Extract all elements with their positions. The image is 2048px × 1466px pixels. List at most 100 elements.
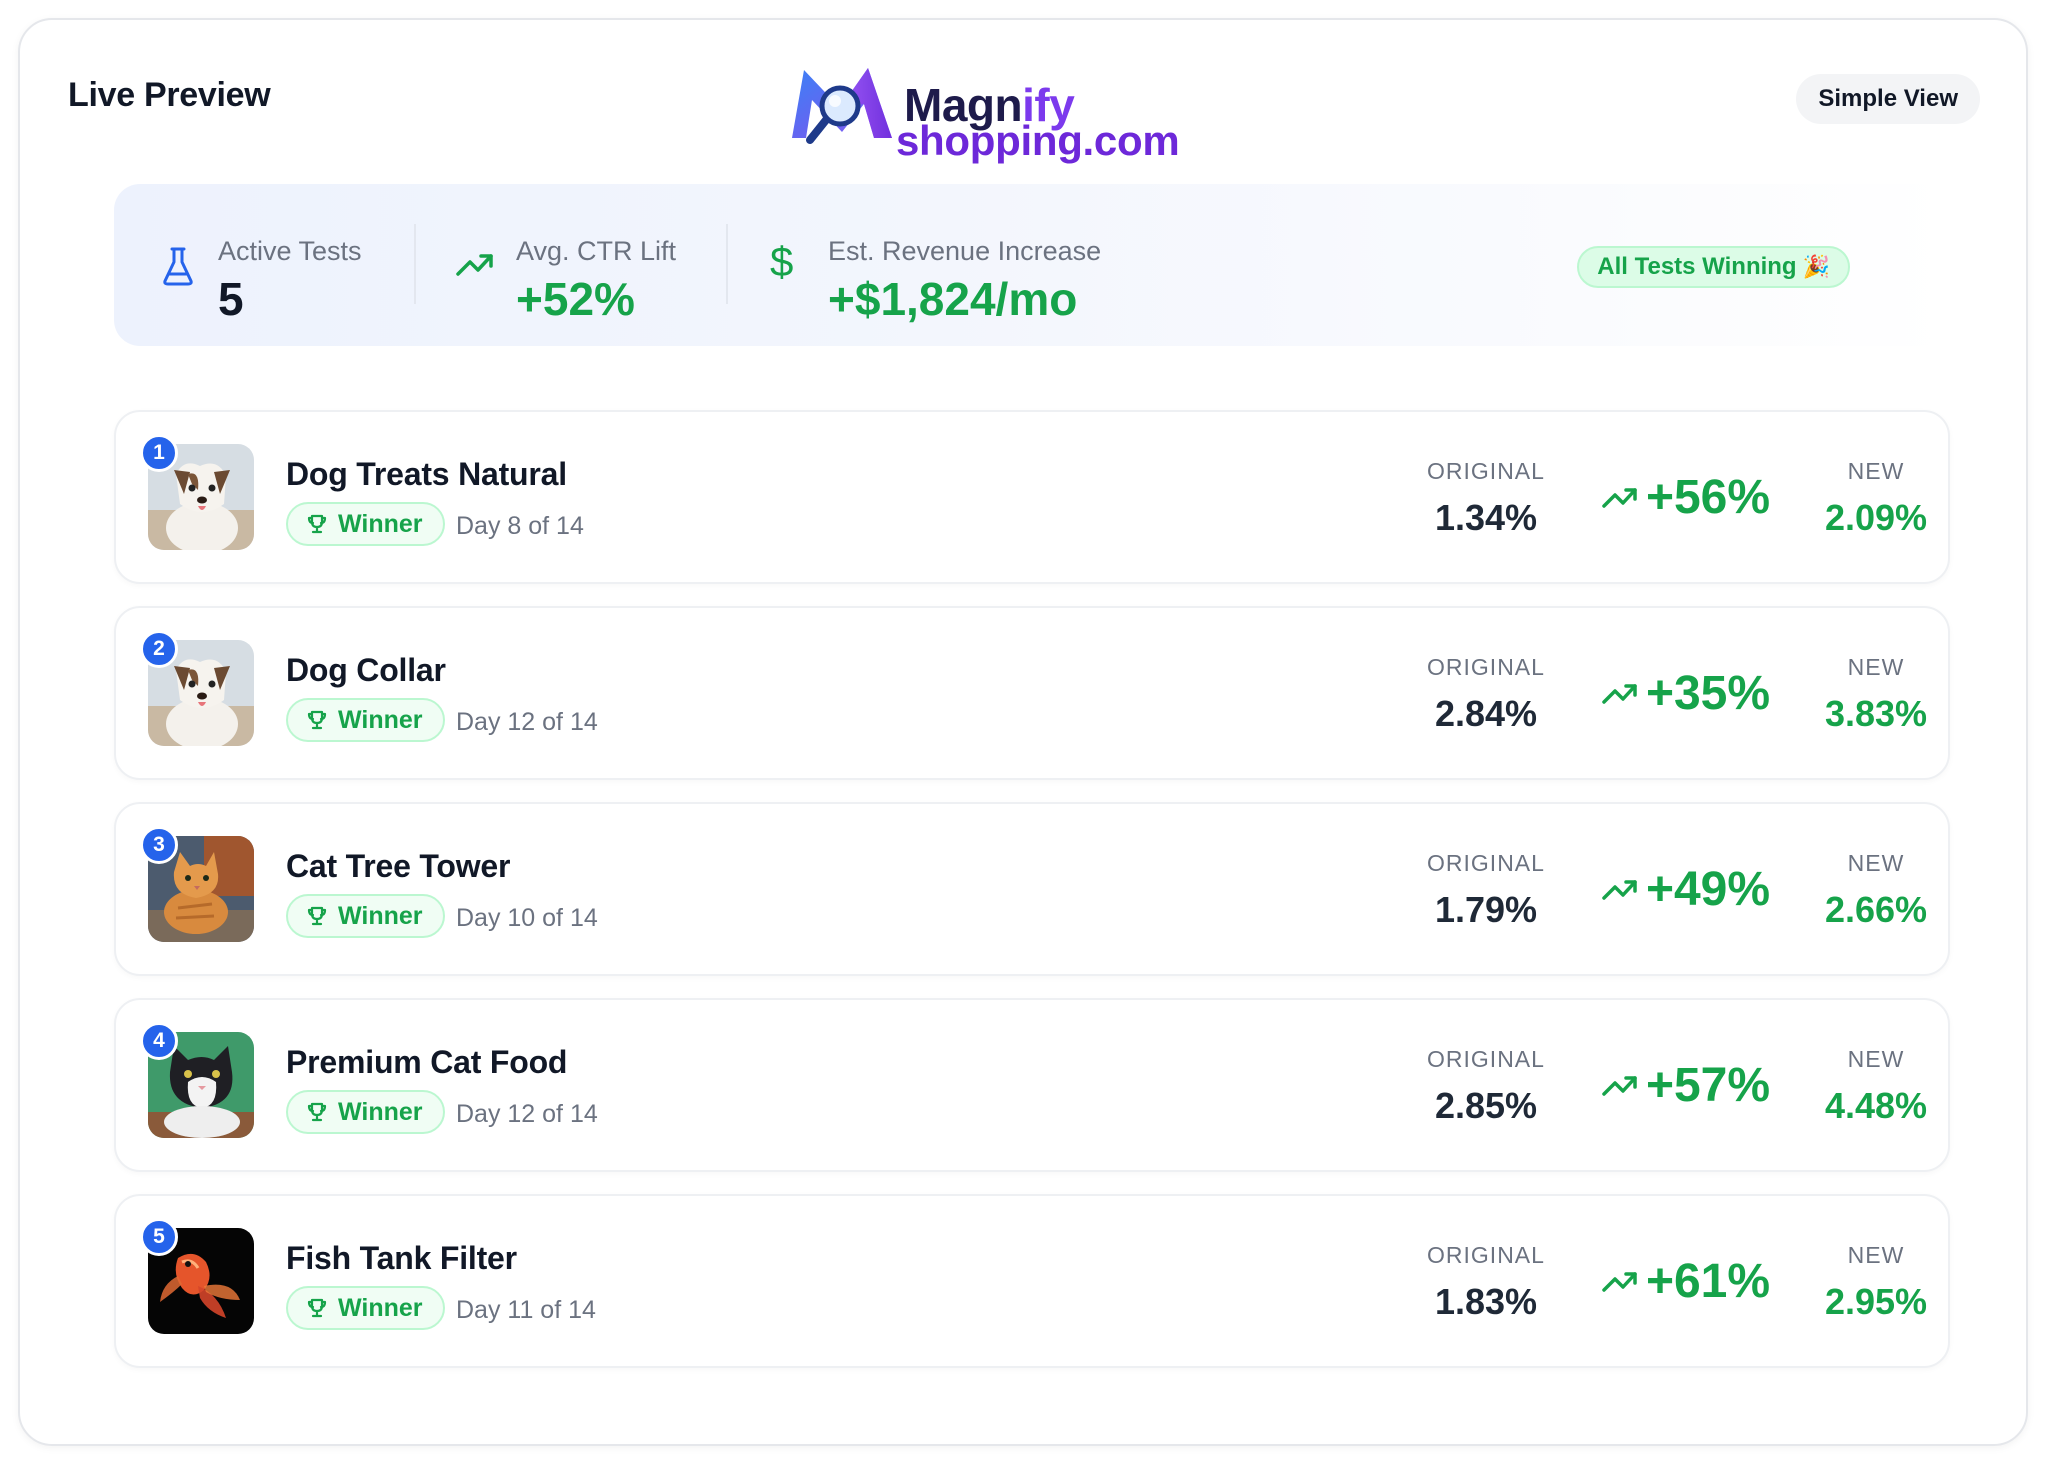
winner-label: Winner [338,1097,423,1126]
magnify-shopping-logo: Magnify shopping.com [788,50,1208,170]
stat-ctr-lift-label: Avg. CTR Lift [516,236,677,266]
product-name: Premium Cat Food [286,1044,568,1080]
original-ctr-label: ORIGINAL [1427,654,1545,680]
new-ctr-label: NEW [1847,458,1905,484]
winner-badge: Winner [286,502,445,546]
ctr-lift-value: +35% [1645,667,1771,720]
trophy-icon [307,906,327,926]
winner-label: Winner [338,1293,423,1322]
stat-revenue: $ Est. Revenue Increase +$1,824/mo [728,184,1228,346]
original-ctr: ORIGINAL 2.84% [1406,654,1566,735]
stat-divider [726,224,728,304]
trophy-icon [307,1102,327,1122]
original-ctr: ORIGINAL 1.34% [1406,458,1566,539]
dollar-icon: $ [770,238,794,285]
new-ctr-value: 2.66% [1824,889,1928,930]
test-row[interactable]: 2 Dog Collar Winner Day 12 of 14 ORIGINA… [114,606,1950,780]
live-preview-panel: Live Preview Magnify shopping.com [18,18,2028,1446]
page-title: Live Preview [68,76,271,114]
rank-badge: 3 [140,826,178,864]
original-ctr: ORIGINAL 2.85% [1406,1046,1566,1127]
logo-text-magnify: Magnify [904,79,1075,131]
trending-up-icon [456,254,493,276]
rank-badge: 2 [140,630,178,668]
test-row[interactable]: 4 Premium Cat Food Winner Day 12 of 14 O… [114,998,1950,1172]
party-popper-icon: 🎉 [1802,254,1830,279]
new-ctr-label: NEW [1847,654,1905,680]
cat-thumbnail-icon [148,1032,254,1138]
ctr-lift: +49% [1576,862,1796,917]
original-ctr-label: ORIGINAL [1427,1046,1545,1072]
original-ctr-value: 1.83% [1434,1281,1538,1322]
original-ctr-value: 1.79% [1434,889,1538,930]
ctr-lift-value: +57% [1645,1059,1771,1112]
new-ctr-value: 4.48% [1824,1085,1928,1126]
new-ctr: NEW 2.66% [1806,850,1946,931]
trending-up-icon [1602,683,1637,704]
all-tests-winning-badge: All Tests Winning 🎉 [1577,246,1850,288]
new-ctr: NEW 2.09% [1806,458,1946,539]
test-day-progress: Day 12 of 14 [456,1100,598,1128]
winner-label: Winner [338,509,423,538]
rank-badge: 4 [140,1022,178,1060]
ctr-lift: +61% [1576,1254,1796,1309]
flask-icon [163,247,193,286]
test-day-progress: Day 12 of 14 [456,708,598,736]
test-day-progress: Day 11 of 14 [456,1296,596,1324]
product-name: Dog Collar [286,652,446,688]
dog-thumbnail-icon [148,444,254,550]
product-name: Fish Tank Filter [286,1240,517,1276]
original-ctr: ORIGINAL 1.79% [1406,850,1566,931]
original-ctr-value: 2.84% [1434,693,1538,734]
original-ctr: ORIGINAL 1.83% [1406,1242,1566,1323]
original-ctr-label: ORIGINAL [1427,1242,1545,1268]
winner-label: Winner [338,705,423,734]
new-ctr-value: 2.09% [1824,497,1928,538]
winner-badge: Winner [286,894,445,938]
ctr-lift-value: +61% [1645,1255,1771,1308]
winner-badge: Winner [286,1090,445,1134]
rank-badge: 1 [140,434,178,472]
stat-revenue-value: +$1,824/mo [828,273,1078,325]
new-ctr-value: 2.95% [1824,1281,1928,1322]
test-day-progress: Day 10 of 14 [456,904,598,932]
new-ctr: NEW 4.48% [1806,1046,1946,1127]
test-row[interactable]: 5 Fish Tank Filter Winner Day 11 of 14 O… [114,1194,1950,1368]
trophy-icon [307,514,327,534]
trending-up-icon [1602,487,1637,508]
ctr-lift: +57% [1576,1058,1796,1113]
ctr-lift: +56% [1576,470,1796,525]
stat-ctr-lift: Avg. CTR Lift +52% [416,184,726,346]
ctr-lift: +35% [1576,666,1796,721]
stats-summary: Active Tests 5 Avg. CTR Lift +52% $ Est.… [114,184,1950,346]
trophy-icon [307,1298,327,1318]
stat-active-tests-label: Active Tests [218,236,362,266]
product-name: Cat Tree Tower [286,848,511,884]
original-ctr-value: 1.34% [1434,497,1538,538]
original-ctr-label: ORIGINAL [1427,458,1545,484]
ctr-lift-value: +56% [1645,471,1771,524]
new-ctr: NEW 2.95% [1806,1242,1946,1323]
stat-revenue-label: Est. Revenue Increase [828,236,1102,266]
logo-text-shopping: shopping.com [896,117,1180,164]
new-ctr-label: NEW [1847,1046,1905,1072]
original-ctr-label: ORIGINAL [1427,850,1545,876]
test-day-progress: Day 8 of 14 [456,512,584,540]
trending-up-icon [1602,879,1637,900]
new-ctr-label: NEW [1847,1242,1905,1268]
product-thumbnail [148,444,254,550]
all-tests-winning-label: All Tests Winning [1597,253,1797,280]
test-row[interactable]: 1 Dog Treats Natural Winner Day 8 of 14 … [114,410,1950,584]
test-row[interactable]: 3 Cat Tree Tower Winner Day 10 of 14 ORI… [114,802,1950,976]
new-ctr-value: 3.83% [1824,693,1928,734]
rank-badge: 5 [140,1218,178,1256]
stat-divider [414,224,416,304]
trophy-icon [307,710,327,730]
stat-active-tests-value: 5 [218,273,244,325]
winner-label: Winner [338,901,423,930]
magnify-logo-mark-icon [792,68,892,144]
simple-view-button[interactable]: Simple View [1796,74,1980,124]
new-ctr-label: NEW [1847,850,1905,876]
ctr-lift-value: +49% [1645,863,1771,916]
winner-badge: Winner [286,698,445,742]
